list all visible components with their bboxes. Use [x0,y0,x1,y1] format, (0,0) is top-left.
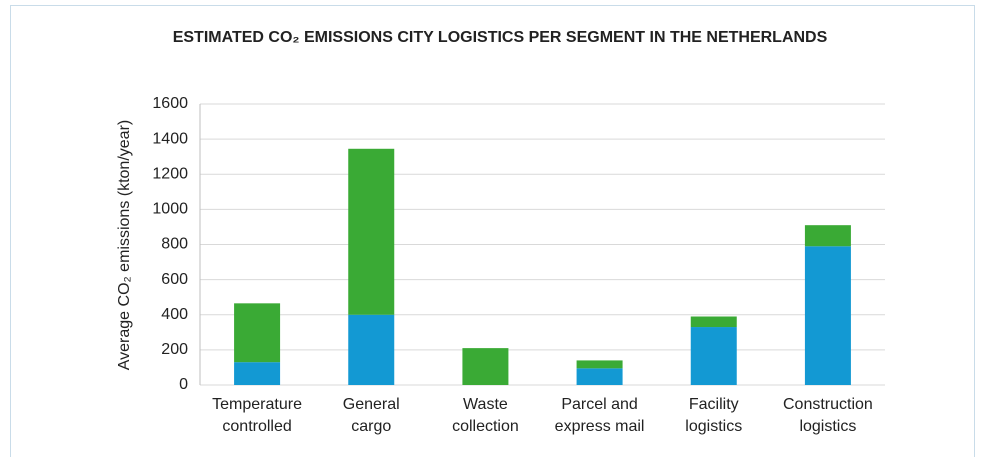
y-tick-label: 1600 [152,95,188,112]
bar-segment [576,368,623,385]
y-tick-label: 200 [161,341,188,358]
y-tick-label: 800 [161,236,188,253]
bar-segment [348,148,395,315]
bar-segment [462,348,509,385]
bar-segment [576,360,623,369]
bar-segment [804,246,851,385]
y-tick-label: 1200 [152,165,188,182]
x-tick-label: Construction logistics [783,396,873,435]
frame [10,5,975,462]
bar-segment [690,316,737,328]
x-tick-label: Facility logistics [685,396,742,435]
chart-title: ESTIMATED CO₂ EMISSIONS CITY LOGISTICS P… [173,29,828,46]
bar-segment [804,225,851,247]
y-tick-label: 1000 [152,201,188,218]
y-tick-label: 400 [161,306,188,323]
bar-segment [234,303,281,363]
y-tick-label: 0 [179,376,188,393]
x-tick-label: Temperature controlled [212,396,302,435]
x-tick-label: Waste collection [452,396,519,435]
bar-segment [690,327,737,385]
y-tick-label: 1400 [152,130,188,147]
y-tick-label: 600 [161,271,188,288]
bar-segment [348,314,395,385]
x-tick-label: Parcel and express mail [555,396,645,435]
y-axis-label: Average CO₂ emissions (kton/year) [116,120,133,370]
x-tick-label: General cargo [343,396,400,435]
bar-segment [234,362,281,385]
